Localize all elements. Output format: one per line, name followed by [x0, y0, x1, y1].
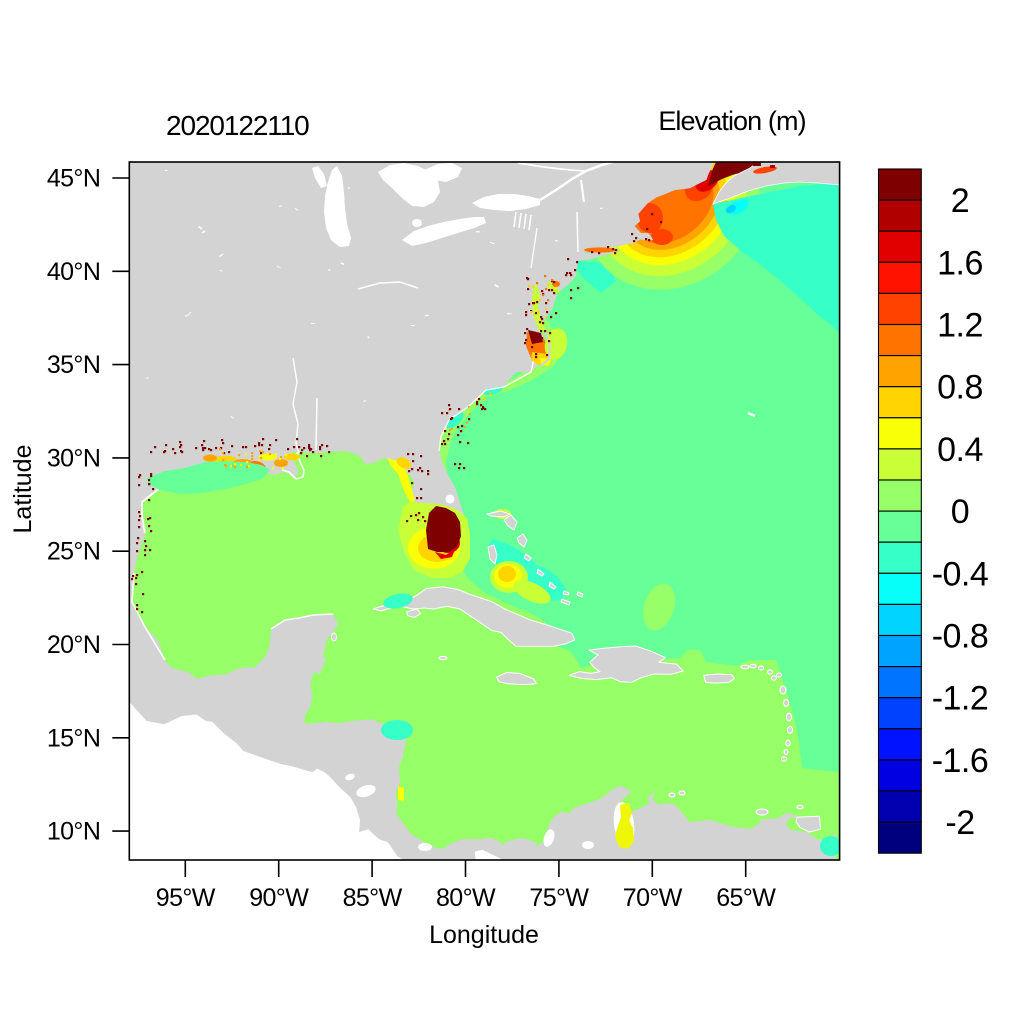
svg-text:0.4: 0.4 — [937, 431, 983, 469]
svg-text:90°W: 90°W — [249, 884, 309, 912]
svg-text:35°N: 35°N — [47, 351, 100, 379]
svg-text:1.2: 1.2 — [937, 307, 983, 345]
svg-text:10°N: 10°N — [47, 818, 100, 846]
svg-text:25°N: 25°N — [47, 538, 100, 566]
svg-text:-1.6: -1.6 — [932, 742, 989, 780]
svg-text:-0.4: -0.4 — [932, 555, 989, 593]
svg-text:Elevation (m): Elevation (m) — [658, 106, 805, 136]
svg-text:85°W: 85°W — [343, 884, 403, 912]
svg-text:2020122110: 2020122110 — [166, 110, 309, 141]
svg-text:45°N: 45°N — [47, 165, 100, 193]
svg-text:Longitude: Longitude — [429, 921, 539, 949]
svg-text:-2: -2 — [945, 804, 974, 842]
svg-text:95°W: 95°W — [156, 884, 216, 912]
svg-text:-0.8: -0.8 — [932, 618, 989, 656]
svg-text:-1.2: -1.2 — [932, 680, 989, 718]
svg-text:65°W: 65°W — [716, 884, 776, 912]
svg-text:40°N: 40°N — [47, 258, 100, 286]
svg-text:0: 0 — [951, 493, 969, 531]
svg-text:30°N: 30°N — [47, 444, 100, 472]
svg-text:75°W: 75°W — [529, 884, 589, 912]
svg-text:1.6: 1.6 — [937, 244, 983, 282]
svg-text:2: 2 — [951, 182, 969, 220]
svg-text:Latitude: Latitude — [9, 445, 37, 534]
svg-text:70°W: 70°W — [623, 884, 683, 912]
svg-text:0.8: 0.8 — [937, 369, 983, 407]
svg-text:20°N: 20°N — [47, 631, 100, 659]
svg-text:80°W: 80°W — [436, 884, 496, 912]
svg-text:15°N: 15°N — [47, 724, 100, 752]
